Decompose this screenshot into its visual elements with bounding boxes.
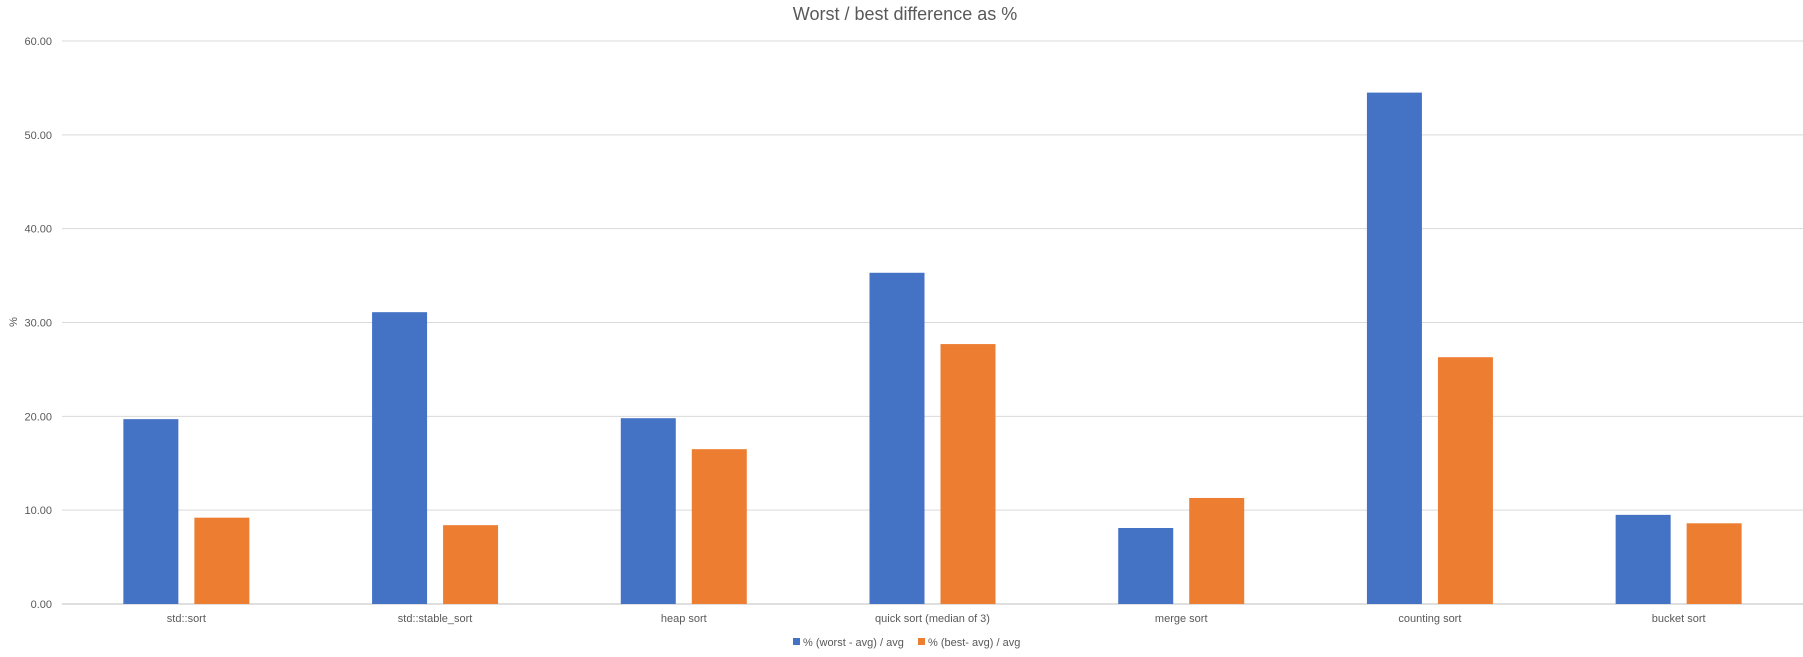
bar-best xyxy=(1437,357,1493,604)
y-tick-label: 10.00 xyxy=(24,505,52,517)
x-category-label: std::sort xyxy=(167,613,206,625)
x-category-label: merge sort xyxy=(1155,613,1208,625)
bar-worst xyxy=(1615,514,1671,604)
bar-best xyxy=(1189,497,1245,604)
bar-best xyxy=(194,517,250,604)
x-category-label: counting sort xyxy=(1398,613,1461,625)
legend: % (worst - avg) / avg % (best- avg) / avg xyxy=(793,637,1020,649)
legend-swatch xyxy=(918,638,925,645)
x-category-label: heap sort xyxy=(661,613,707,625)
x-category-label: std::stable_sort xyxy=(398,613,473,625)
bar-best xyxy=(691,449,747,604)
legend-swatch xyxy=(793,638,800,645)
bar-worst xyxy=(372,312,428,604)
y-tick-label: 40.00 xyxy=(24,224,52,236)
bar-worst xyxy=(869,272,925,604)
bar-worst xyxy=(1118,527,1174,604)
chart-title: Worst / best difference as % xyxy=(793,4,1017,24)
bar-worst xyxy=(123,419,179,604)
bar-best xyxy=(443,525,499,604)
y-tick-label: 60.00 xyxy=(24,36,52,48)
bar-best xyxy=(1686,523,1742,604)
bar-worst xyxy=(620,418,676,604)
y-axis-ticks: 0.00 10.00 20.00 30.00 40.00 50.00 60.00 xyxy=(24,36,52,611)
bar-worst xyxy=(1366,92,1422,604)
y-tick-label: 30.00 xyxy=(24,318,52,330)
legend-label: % (worst - avg) / avg xyxy=(803,637,904,649)
bar-best xyxy=(940,344,996,604)
y-tick-label: 20.00 xyxy=(24,411,52,423)
y-axis-label: % xyxy=(8,317,20,327)
y-tick-label: 0.00 xyxy=(31,599,52,611)
x-category-label: bucket sort xyxy=(1652,613,1706,625)
legend-label: % (best- avg) / avg xyxy=(928,637,1020,649)
gridlines xyxy=(62,40,1803,605)
bars xyxy=(123,92,1742,604)
x-axis-categories: std::sort std::stable_sort heap sort quick … xyxy=(167,613,1706,625)
x-category-label: quick sort (median of 3) xyxy=(875,613,990,625)
y-tick-label: 50.00 xyxy=(24,130,52,142)
